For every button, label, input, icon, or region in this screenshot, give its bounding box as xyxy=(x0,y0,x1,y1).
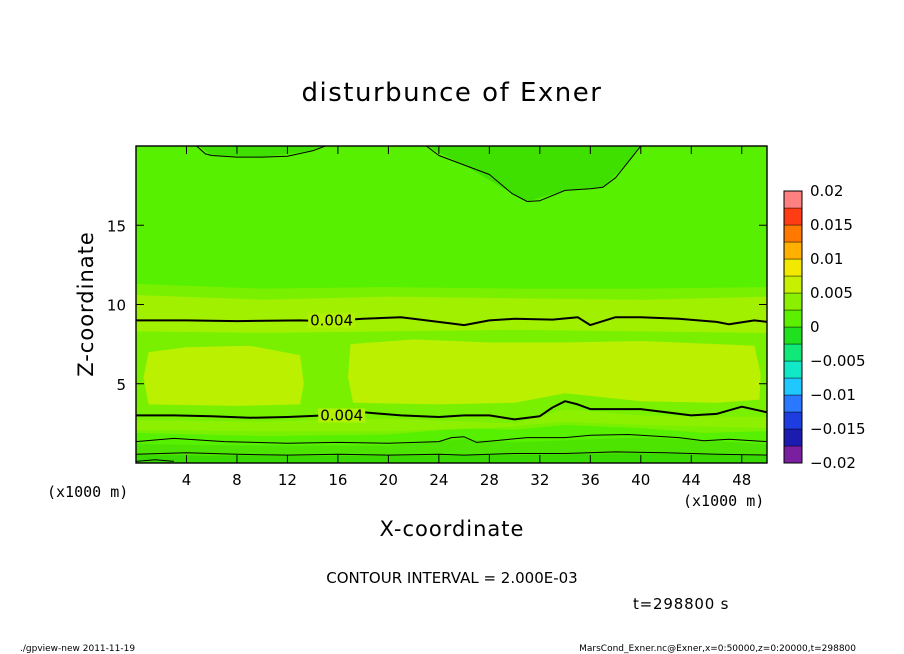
y-axis-ticks: 5 10 15 xyxy=(107,217,767,394)
contour-label-bg-0 xyxy=(308,313,356,328)
colorbar-tick-label: −0.005 xyxy=(810,352,866,370)
x-tick-label: 12 xyxy=(278,471,297,489)
contour-labels: 0.004 0.004 xyxy=(308,311,366,424)
x-tick-label: 24 xyxy=(429,471,448,489)
program-footer: ./gpview-new 2011-11-19 xyxy=(20,644,135,654)
shaded-region-8 xyxy=(199,146,326,158)
x-tick-label: 32 xyxy=(530,471,549,489)
source-footer: MarsCond_Exner.nc@Exner,x=0:50000,z=0:20… xyxy=(579,644,856,654)
x-tick-label: 8 xyxy=(232,471,242,489)
colorbar-swatch-2 xyxy=(783,411,803,430)
x-tick-label: 48 xyxy=(732,471,751,489)
x-tick-label: 40 xyxy=(631,471,650,489)
contour-line-4 xyxy=(135,459,174,462)
colorbar-swatch-5 xyxy=(783,360,803,379)
colorbar-swatch-8 xyxy=(783,309,803,328)
shaded-regions xyxy=(136,146,767,463)
x-tick-label: 44 xyxy=(682,471,701,489)
contour-label-bg-1 xyxy=(318,408,366,423)
colorbar-swatch-9 xyxy=(783,292,803,311)
x-unit-left: (x1000 m) xyxy=(47,483,128,501)
colorbar-tick-label: 0.01 xyxy=(810,250,843,268)
x-unit-right: (x1000 m) xyxy=(683,492,764,510)
contour-label-1: 0.004 xyxy=(320,406,363,424)
shaded-region-2 xyxy=(136,295,767,333)
colorbar-swatch-15 xyxy=(783,190,803,209)
colorbar-swatch-1 xyxy=(783,428,803,447)
contour-line-6 xyxy=(425,145,642,202)
contour-interval-text: CONTOUR INTERVAL = 2.000E-03 xyxy=(326,569,577,587)
colorbar-tick-label: 0.02 xyxy=(810,182,843,200)
colorbar-tick-label: 0 xyxy=(810,318,820,336)
x-tick-label: 28 xyxy=(480,471,499,489)
shaded-region-6 xyxy=(136,437,767,459)
colorbar-swatch-10 xyxy=(783,275,803,294)
colorbar-tick-label: 0.015 xyxy=(810,216,853,234)
colorbar-swatch-0 xyxy=(783,445,803,464)
colorbar-tick-label: −0.015 xyxy=(810,420,866,438)
x-axis-ticks: 4 8 12 16 20 24 28 32 36 40 44 48 xyxy=(182,146,751,489)
colorbar: 0.02 0.015 0.01 0.005 0 −0.005 −0.01 −0.015 −0.0… xyxy=(783,182,866,472)
colorbar-tick-label: −0.02 xyxy=(810,454,856,472)
colorbar-swatches xyxy=(783,190,803,464)
plot-area: 0.004 0.004 xyxy=(135,145,768,464)
contour-line-5 xyxy=(196,145,326,158)
contour-line-3 xyxy=(135,451,768,456)
colorbar-tick-label: −0.01 xyxy=(810,386,856,404)
shaded-region-7 xyxy=(136,453,767,463)
colorbar-swatch-4 xyxy=(783,377,803,396)
shaded-region-4 xyxy=(348,339,761,405)
x-tick-label: 20 xyxy=(379,471,398,489)
shaded-region-5 xyxy=(136,409,767,432)
colorbar-swatch-3 xyxy=(783,394,803,413)
contour-line-1 xyxy=(136,400,768,421)
contour-line-2 xyxy=(135,434,768,444)
colorbar-swatch-14 xyxy=(783,207,803,226)
y-axis-label: Z-coordinate xyxy=(74,231,98,377)
colorbar-swatch-12 xyxy=(783,241,803,260)
y-tick-label: 5 xyxy=(116,376,126,394)
x-tick-label: 36 xyxy=(581,471,600,489)
colorbar-swatch-7 xyxy=(783,326,803,345)
colorbar-swatch-11 xyxy=(783,258,803,277)
chart-title: disturbunce of Exner xyxy=(302,78,603,108)
y-tick-label: 15 xyxy=(107,217,126,235)
colorbar-tick-label: 0.005 xyxy=(810,284,853,302)
x-axis-label: X-coordinate xyxy=(380,517,525,541)
colorbar-ticks: 0.02 0.015 0.01 0.005 0 −0.005 −0.01 −0.015 −0.0… xyxy=(810,182,866,472)
colorbar-frame xyxy=(783,190,803,464)
x-tick-label: 4 xyxy=(182,471,192,489)
colorbar-swatch-6 xyxy=(783,343,803,362)
y-tick-label: 10 xyxy=(107,297,126,315)
time-text: t=298800 s xyxy=(633,595,729,613)
shaded-region-9 xyxy=(426,146,641,202)
colorbar-swatch-13 xyxy=(783,224,803,243)
contour-label-0: 0.004 xyxy=(310,311,353,329)
shaded-region-3 xyxy=(143,345,304,406)
x-tick-label: 16 xyxy=(328,471,347,489)
